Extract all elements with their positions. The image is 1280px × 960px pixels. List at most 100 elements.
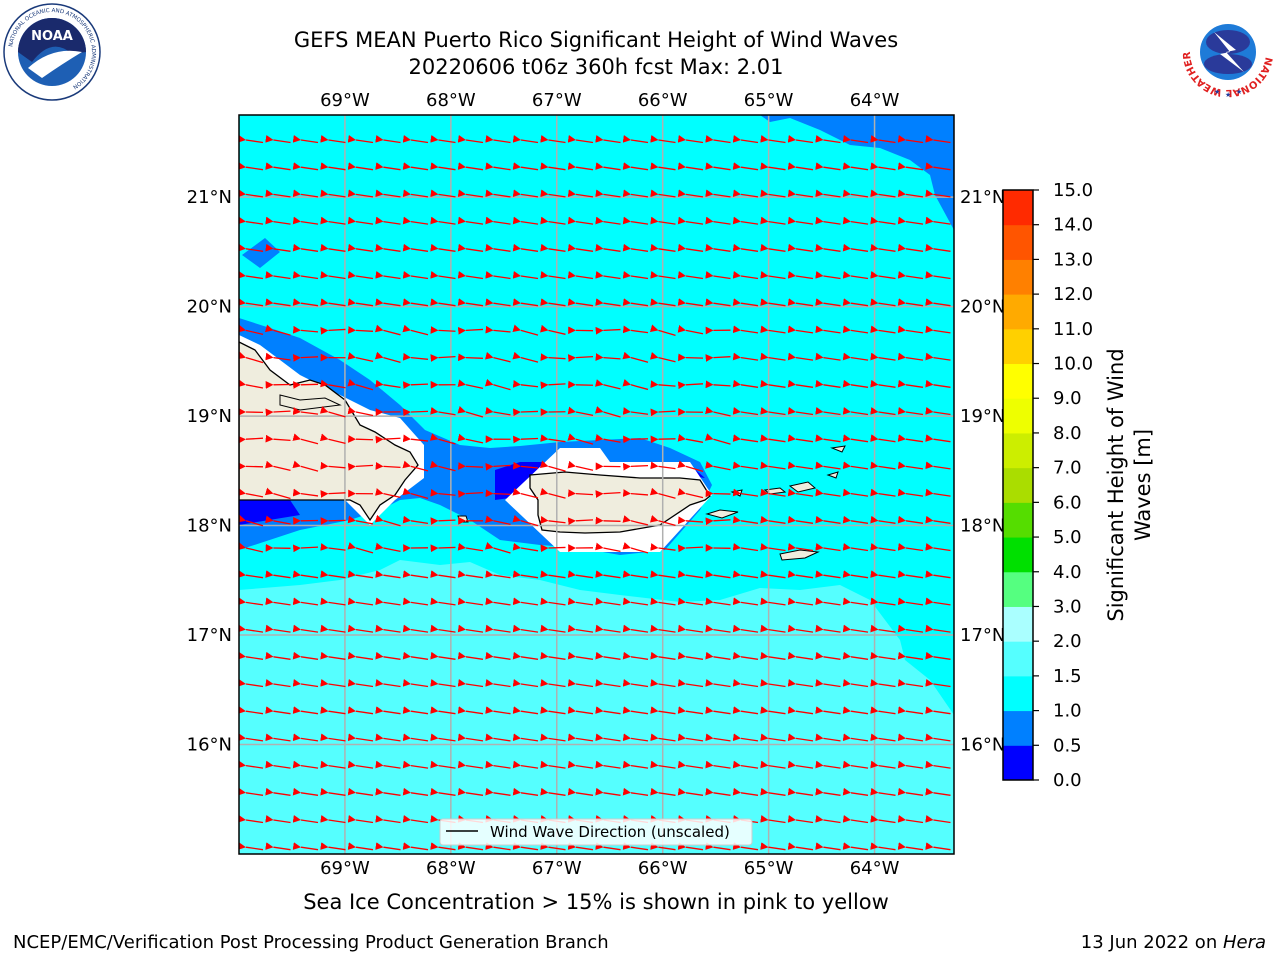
- wave-direction-arrow: [649, 487, 676, 499]
- wave-direction-arrow: [457, 624, 484, 633]
- lat-tick-right-18°N: 18°N: [960, 516, 1005, 537]
- wave-direction-arrow: [375, 542, 401, 553]
- wave-direction-arrow: [320, 842, 346, 851]
- wave-direction-arrow: [650, 706, 676, 715]
- wave-direction-arrow: [320, 216, 346, 225]
- wave-direction-arrow: [512, 842, 539, 851]
- wave-direction-arrow: [292, 271, 319, 280]
- wave-direction-arrow: [787, 298, 814, 307]
- land-st-croix: [779, 549, 820, 561]
- wave-direction-arrow: [292, 760, 319, 769]
- wave-direction-arrow: [320, 490, 346, 498]
- wave-direction-arrow: [265, 651, 291, 660]
- wave-direction-arrow: [375, 298, 401, 307]
- wave-direction-arrow: [375, 679, 401, 688]
- colorbar-tick-label: 14.0: [1053, 215, 1093, 236]
- wave-direction-arrow: [512, 597, 539, 606]
- wave-direction-arrow: [513, 435, 539, 444]
- wave-direction-arrow: [705, 679, 731, 688]
- wave-direction-arrow: [239, 351, 264, 364]
- wave-direction-arrow: [320, 162, 346, 171]
- wave-direction-arrow: [650, 189, 676, 198]
- wave-direction-arrow: [485, 462, 511, 471]
- wave-direction-arrow: [732, 597, 759, 606]
- wave-direction-arrow: [705, 760, 731, 769]
- wave-direction-arrow: [870, 271, 896, 280]
- wave-direction-arrow: [732, 162, 759, 171]
- wave-direction-arrow: [650, 298, 676, 307]
- lon-tick-bottom-66°W: 66°W: [638, 858, 688, 879]
- wave-direction-arrow: [897, 543, 924, 552]
- wave-direction-arrow: [320, 326, 346, 335]
- wave-direction-arrow: [732, 189, 759, 198]
- colorbar: 0.0 0.5 1.0 1.5 2.0 3.0 4.0 5.0 6.0 7.0 8.0 9.0 10.0…: [1002, 180, 1093, 791]
- wave-direction-arrow: [897, 407, 924, 416]
- wave-direction-arrow: [347, 842, 374, 851]
- wave-direction-arrow: [540, 271, 566, 280]
- wave-direction-arrow: [430, 326, 456, 334]
- colorbar-segment: [1003, 606, 1033, 642]
- wave-direction-arrow: [870, 216, 896, 225]
- lat-tick-left-19°N: 19°N: [187, 406, 232, 427]
- wave-band-0-0.5-mona: [495, 462, 545, 500]
- wave-direction-arrow: [457, 243, 484, 252]
- wave-direction-arrow: [595, 733, 621, 742]
- wave-direction-arrow: [402, 787, 429, 796]
- wave-direction-arrow: [540, 353, 566, 361]
- wave-direction-arrow: [239, 514, 264, 527]
- graticule: [239, 115, 954, 854]
- sea-ice-caption: Sea Ice Concentration > 15% is shown in …: [303, 890, 889, 914]
- wave-direction-arrow: [402, 324, 429, 336]
- wave-direction-arrow: [430, 787, 456, 796]
- wave-direction-arrow: [595, 162, 621, 171]
- wave-direction-arrow: [567, 842, 594, 851]
- wave-direction-arrow: [485, 406, 511, 416]
- wave-direction-arrow: [677, 381, 704, 390]
- wave-direction-arrow: [732, 352, 759, 361]
- wave-direction-arrow: [595, 542, 621, 553]
- wave-direction-arrow: [375, 243, 401, 252]
- wave-direction-arrow: [897, 434, 924, 443]
- lon-tick-top-67°W: 67°W: [532, 90, 582, 111]
- wave-direction-arrow: [677, 460, 704, 472]
- wave-direction-arrow: [815, 488, 841, 497]
- wave-band-0-0.5-sw: [239, 500, 300, 525]
- wave-direction-arrow: [815, 216, 841, 225]
- wave-direction-arrows: [239, 135, 951, 851]
- wave-direction-arrow: [760, 651, 786, 660]
- wave-direction-arrow: [650, 543, 676, 551]
- wave-direction-arrow: [870, 597, 896, 606]
- wave-direction-arrow: [870, 624, 896, 633]
- wave-direction-arrow: [347, 189, 374, 198]
- wave-direction-arrow: [457, 787, 484, 796]
- wave-direction-arrow: [622, 271, 649, 280]
- map-frame: [238, 114, 955, 855]
- wave-direction-arrow: [650, 570, 676, 579]
- wave-direction-arrow: [650, 651, 676, 660]
- wave-direction-arrow: [457, 162, 484, 171]
- wave-direction-arrow: [760, 135, 786, 144]
- wave-direction-arrow: [622, 489, 649, 497]
- wave-direction-arrow: [567, 271, 594, 280]
- wave-direction-arrow: [512, 651, 539, 660]
- wave-direction-arrow: [622, 189, 649, 198]
- wave-direction-arrow: [787, 352, 814, 361]
- wave-direction-arrow: [347, 135, 374, 144]
- wave-direction-arrow: [430, 271, 456, 280]
- wave-direction-arrow: [567, 433, 594, 445]
- wave-direction-arrow: [897, 787, 924, 796]
- wave-direction-arrow: [815, 243, 841, 252]
- wave-direction-arrow: [430, 406, 456, 416]
- lon-tick-top-65°W: 65°W: [744, 90, 794, 111]
- wave-direction-arrow: [430, 189, 456, 198]
- wave-direction-arrow: [512, 243, 539, 252]
- wave-direction-arrow: [457, 135, 484, 144]
- footer-credit: NCEP/EMC/Verification Post Processing Pr…: [13, 932, 609, 953]
- wave-direction-arrow: [925, 298, 951, 307]
- wave-direction-arrow: [512, 216, 539, 225]
- wave-direction-arrow: [265, 842, 291, 851]
- wave-direction-arrow: [925, 243, 951, 252]
- wave-direction-arrow: [595, 135, 621, 144]
- colorbar-tick-label: 1.5: [1053, 666, 1082, 687]
